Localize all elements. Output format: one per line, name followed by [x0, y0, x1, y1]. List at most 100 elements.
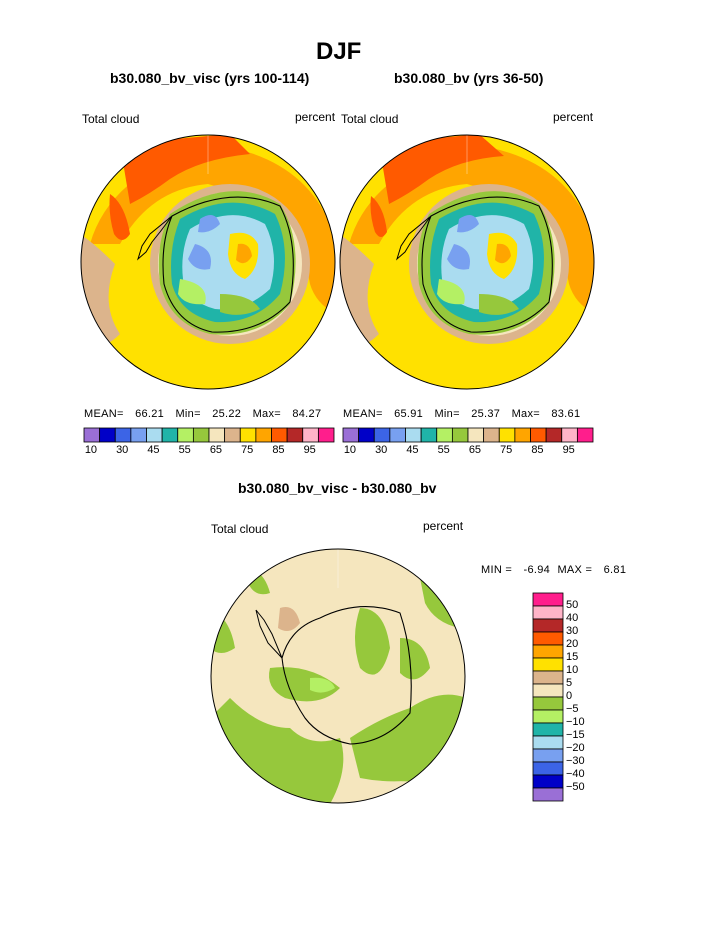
- colorbar-swatch: [532, 787, 564, 802]
- colorbar-tick-label: 95: [562, 444, 575, 456]
- colorbar-swatch: [532, 709, 564, 724]
- colorbar-tick-label: 5: [566, 677, 573, 689]
- left-stats: MEAN= 66.21 Min= 25.22 Max= 84.27: [84, 408, 321, 420]
- colorbar-swatch: [532, 670, 564, 685]
- colorbar-tick-label: 55: [178, 444, 191, 456]
- right-min-value: 25.37: [471, 408, 501, 420]
- left-mean-label: MEAN=: [84, 408, 124, 420]
- right-stats: MEAN= 65.91 Min= 25.37 Max= 83.61: [343, 408, 580, 420]
- colorbar-swatch: [514, 427, 531, 443]
- colorbar-swatch: [532, 735, 564, 750]
- right-mean-value: 65.91: [394, 408, 424, 420]
- colorbar-swatch: [532, 618, 564, 633]
- left-colorbar: [83, 427, 335, 443]
- colorbar-swatch: [286, 427, 304, 443]
- colorbar-swatch: [530, 427, 547, 443]
- colorbar-swatch: [317, 427, 335, 443]
- colorbar-tick-label: −5: [566, 703, 579, 715]
- colorbar-tick-label: 50: [566, 599, 579, 611]
- colorbar-tick-label: 55: [437, 444, 450, 456]
- diff-stats: MIN = -6.94 MAX = 6.81: [481, 564, 626, 576]
- colorbar-tick-label: 20: [566, 638, 579, 650]
- colorbar-tick-label: 45: [147, 444, 160, 456]
- colorbar-tick-label: 10: [84, 444, 98, 456]
- colorbar-swatch: [451, 427, 469, 443]
- right-polar-map: [339, 134, 595, 390]
- colorbar-swatch: [177, 427, 194, 443]
- colorbar-swatch: [561, 427, 578, 443]
- left-min-value: 25.22: [212, 408, 242, 420]
- diff-colorbar: [532, 592, 564, 802]
- colorbar-swatch: [99, 427, 116, 443]
- colorbar-swatch: [420, 427, 438, 443]
- left-max-value: 84.27: [292, 408, 322, 420]
- colorbar-swatch: [373, 427, 391, 443]
- colorbar-swatch: [532, 592, 564, 607]
- colorbar-swatch: [532, 631, 564, 646]
- left-max-label: Max=: [252, 408, 281, 420]
- colorbar-tick-label: 30: [375, 444, 388, 456]
- colorbar-swatch: [532, 696, 564, 711]
- right-max-value: 83.61: [551, 408, 581, 420]
- diff-polar-map: [210, 548, 466, 804]
- colorbar-tick-label: −15: [566, 729, 585, 741]
- diff-min-label: MIN =: [481, 564, 513, 576]
- colorbar-swatch: [271, 427, 288, 443]
- colorbar-swatch: [467, 427, 485, 443]
- colorbar-swatch: [498, 427, 516, 443]
- colorbar-swatch: [146, 427, 163, 443]
- colorbar-swatch: [130, 427, 147, 443]
- right-units-label: percent: [553, 110, 594, 124]
- diff-min-value: -6.94: [523, 564, 551, 576]
- colorbar-tick-label: 0: [566, 690, 573, 702]
- colorbar-swatch: [532, 722, 564, 737]
- right-min-label: Min=: [434, 408, 460, 420]
- colorbar-swatch: [114, 427, 132, 443]
- colorbar-tick-label: −50: [566, 781, 585, 793]
- colorbar-tick-label: 75: [241, 444, 254, 456]
- diff-colorbar-ticks: 50 40 30 20 15 10 5 0 −5 −10 −15 −20 −30 −40 −50: [566, 593, 606, 801]
- colorbar-swatch: [389, 427, 406, 443]
- colorbar-tick-label: 85: [272, 444, 285, 456]
- colorbar-tick-label: −20: [566, 742, 585, 754]
- colorbar-swatch: [83, 427, 101, 443]
- colorbar-tick-label: 65: [468, 444, 482, 456]
- colorbar-swatch: [532, 774, 564, 789]
- colorbar-swatch: [576, 427, 594, 443]
- colorbar-swatch: [545, 427, 563, 443]
- right-variable-label: Total cloud: [341, 112, 399, 126]
- left-panel-title: b30.080_bv_visc (yrs 100-114): [110, 70, 310, 86]
- right-colorbar-ticks: 10 30 45 55 65 75 85 95: [343, 444, 593, 458]
- diff-variable-label: Total cloud: [211, 522, 269, 536]
- left-variable-label: Total cloud: [82, 112, 140, 126]
- colorbar-swatch: [255, 427, 272, 443]
- left-min-label: Min=: [175, 408, 201, 420]
- colorbar-tick-label: 40: [566, 612, 579, 624]
- colorbar-swatch: [239, 427, 257, 443]
- colorbar-swatch: [208, 427, 226, 443]
- colorbar-swatch: [358, 427, 375, 443]
- colorbar-swatch: [224, 427, 241, 443]
- left-colorbar-ticks: 10 30 45 55 65 75 85 95: [84, 444, 334, 458]
- colorbar-swatch: [161, 427, 179, 443]
- colorbar-swatch: [532, 605, 564, 620]
- colorbar-tick-label: 15: [566, 651, 579, 663]
- right-mean-label: MEAN=: [343, 408, 383, 420]
- colorbar-tick-label: 85: [531, 444, 544, 456]
- diff-panel-title: b30.080_bv_visc - b30.080_bv: [238, 480, 437, 496]
- colorbar-swatch: [483, 427, 500, 443]
- colorbar-swatch: [342, 427, 360, 443]
- colorbar-tick-label: 95: [303, 444, 316, 456]
- colorbar-tick-label: 65: [209, 444, 223, 456]
- right-panel-title: b30.080_bv (yrs 36-50): [394, 70, 544, 86]
- colorbar-swatch: [302, 427, 319, 443]
- colorbar-swatch: [532, 644, 564, 659]
- colorbar-tick-label: 45: [406, 444, 419, 456]
- diff-units-label: percent: [423, 519, 464, 533]
- page-title: DJF: [316, 38, 362, 65]
- diff-max-value: 6.81: [603, 564, 627, 576]
- left-polar-map: [80, 134, 336, 390]
- colorbar-tick-label: −30: [566, 755, 585, 767]
- colorbar-swatch: [405, 427, 422, 443]
- colorbar-swatch: [532, 657, 564, 672]
